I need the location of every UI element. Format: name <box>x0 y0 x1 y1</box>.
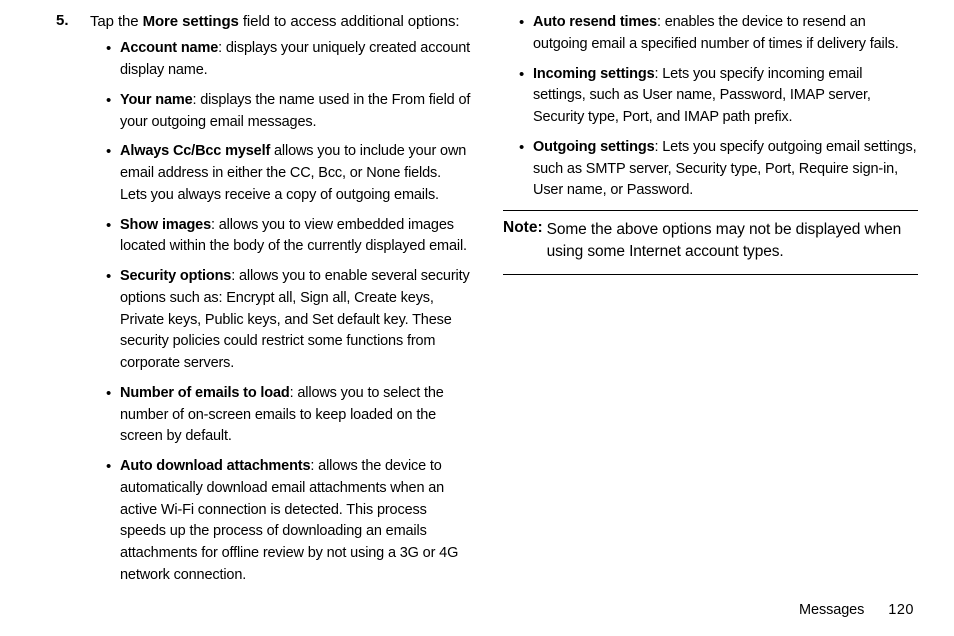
opt-bold: Your name <box>120 92 193 108</box>
footer-page: 120 <box>888 602 914 618</box>
note-text: Some the above options may not be displa… <box>547 219 918 264</box>
list-item: Outgoing settings: Lets you specify outg… <box>519 137 918 202</box>
opt-bold: Show images <box>120 217 211 233</box>
opt-bold: Security options <box>120 268 231 284</box>
opt-bold: Outgoing settings <box>533 139 655 155</box>
step-row: 5. Tap the More settings field to access… <box>56 12 471 32</box>
opt-bold: Auto resend times <box>533 14 657 30</box>
content-columns: 5. Tap the More settings field to access… <box>56 12 918 595</box>
note-label: Note: <box>503 219 547 264</box>
page-footer: Messages 120 <box>799 602 914 618</box>
list-item: Number of emails to load: allows you to … <box>106 383 471 448</box>
step-post: field to access additional options: <box>239 13 460 30</box>
step-pre: Tap the <box>90 13 143 30</box>
right-column: Auto resend times: enables the device to… <box>503 12 918 595</box>
left-column: 5. Tap the More settings field to access… <box>56 12 471 595</box>
opt-bold: Number of emails to load <box>120 385 290 401</box>
list-item: Incoming settings: Lets you specify inco… <box>519 64 918 129</box>
list-item: Show images: allows you to view embedded… <box>106 215 471 259</box>
opt-bold: Incoming settings <box>533 66 655 82</box>
opt-bold: Auto download attachments <box>120 458 310 474</box>
list-item: Always Cc/Bcc myself allows you to inclu… <box>106 141 471 206</box>
opt-bold: Account name <box>120 40 218 56</box>
opt-text: : allows the device to automatically dow… <box>120 458 458 583</box>
step-bold: More settings <box>143 13 239 30</box>
list-item: Auto download attachments: allows the de… <box>106 456 471 587</box>
options-list-right: Auto resend times: enables the device to… <box>503 12 918 202</box>
list-item: Account name: displays your uniquely cre… <box>106 38 471 82</box>
step-number: 5. <box>56 12 90 29</box>
options-list-left: Account name: displays your uniquely cre… <box>56 38 471 586</box>
step-instruction: Tap the More settings field to access ad… <box>90 12 460 32</box>
list-item: Security options: allows you to enable s… <box>106 266 471 375</box>
note-block: Note: Some the above options may not be … <box>503 210 918 275</box>
list-item: Auto resend times: enables the device to… <box>519 12 918 56</box>
list-item: Your name: displays the name used in the… <box>106 90 471 134</box>
footer-section: Messages <box>799 602 864 618</box>
opt-bold: Always Cc/Bcc myself <box>120 143 270 159</box>
note-row: Note: Some the above options may not be … <box>503 219 918 264</box>
